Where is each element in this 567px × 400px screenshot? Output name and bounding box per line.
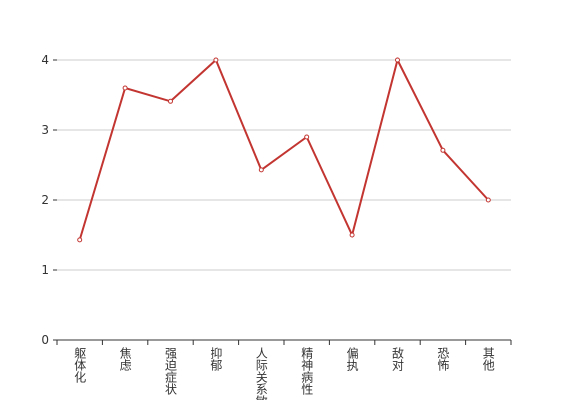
point [485, 197, 491, 203]
y-tick-label: 3 [41, 123, 49, 137]
y-tick-label: 0 [41, 333, 49, 347]
x-tick-label: 强迫症状 [164, 347, 178, 395]
x-tick-label: 精神病性 [300, 347, 314, 396]
x-tick-label: 人际关系敏感 [254, 347, 268, 400]
point [304, 134, 310, 140]
y-tick-label: 4 [41, 53, 49, 67]
y-tick-label: 1 [41, 263, 49, 277]
x-tick-label: 敌对 [391, 346, 405, 371]
y-tick-label: 2 [41, 193, 49, 207]
point [122, 85, 128, 91]
point [213, 57, 219, 63]
x-tick-label: 躯体化 [73, 346, 87, 384]
point [349, 232, 355, 238]
point [258, 167, 264, 173]
point [77, 237, 83, 243]
x-tick-label: 偏执 [345, 346, 359, 372]
line [78, 57, 490, 241]
point [168, 98, 173, 104]
x-tick-label: 其他 [481, 347, 495, 371]
x-tick-label: 焦虑 [118, 347, 132, 371]
x-tick-label: 抑郁 [209, 346, 223, 372]
point [395, 57, 400, 63]
point [440, 147, 446, 153]
x-tick-label: 恐怖 [436, 347, 450, 371]
